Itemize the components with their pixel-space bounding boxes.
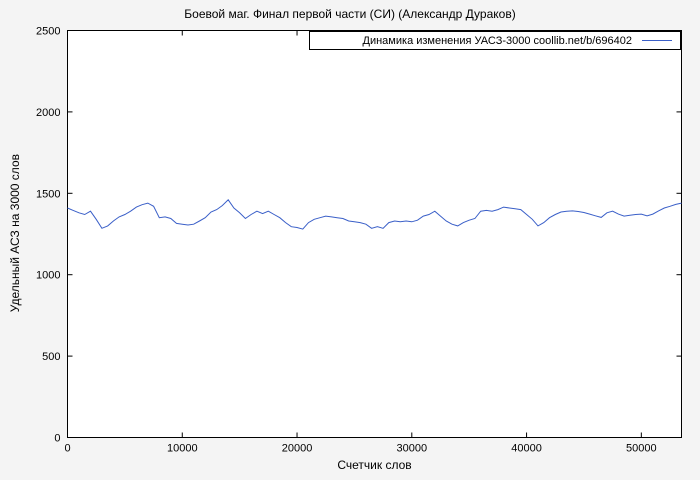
chart-title: Боевой маг. Финал первой части (СИ) (Але… bbox=[184, 7, 516, 21]
x-tick-label: 10000 bbox=[167, 443, 198, 455]
x-tick-label: 20000 bbox=[282, 443, 313, 455]
y-tick-label: 1500 bbox=[36, 188, 60, 200]
series-line bbox=[67, 199, 682, 230]
x-axis-label: Счетчик слов bbox=[337, 458, 412, 472]
x-tick-label: 50000 bbox=[626, 443, 657, 455]
y-tick-label: 2000 bbox=[36, 107, 60, 119]
y-tick-label: 0 bbox=[54, 433, 60, 445]
x-tick-label: 30000 bbox=[397, 443, 428, 455]
legend-line-sample bbox=[642, 40, 672, 41]
plot-border bbox=[67, 30, 682, 438]
legend-label: Динамика изменения УАСЗ-3000 coollib.net… bbox=[362, 34, 632, 47]
y-tick-label: 2500 bbox=[36, 26, 60, 38]
x-tick-label: 40000 bbox=[511, 443, 542, 455]
y-tick-label: 500 bbox=[42, 351, 60, 363]
x-tick-label: 0 bbox=[64, 443, 70, 455]
legend-box: Динамика изменения УАСЗ-3000 coollib.net… bbox=[309, 31, 681, 50]
y-tick-label: 1000 bbox=[36, 270, 60, 282]
